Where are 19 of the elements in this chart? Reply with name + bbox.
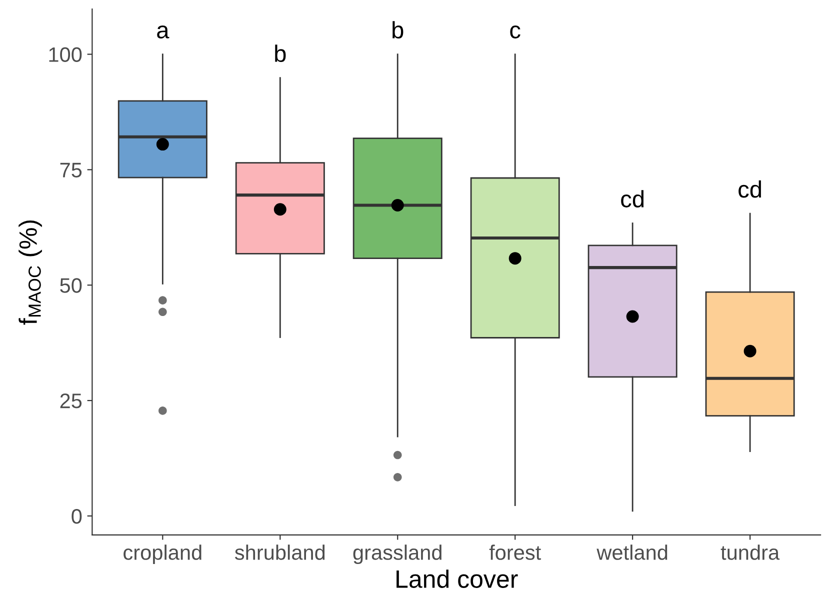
x-tick-label: cropland xyxy=(124,544,202,564)
x-tick-label: grassland xyxy=(353,544,442,564)
x-tick-label: shrubland xyxy=(234,544,325,560)
x-axis-title: Land cover xyxy=(396,570,518,588)
y-tick-label: 0 xyxy=(72,508,82,524)
y-tick-label: 25 xyxy=(60,394,82,408)
annotation: b xyxy=(275,44,286,62)
x-tick-label: forest xyxy=(489,544,541,560)
y-tick-label: 100 xyxy=(49,47,82,62)
annotation: b xyxy=(392,21,404,38)
x-tick-label: tundra xyxy=(720,544,780,560)
annotation: cd xyxy=(621,190,644,208)
y-tick-label: 75 xyxy=(60,162,82,178)
y-tick-label: 50 xyxy=(60,278,82,293)
y-axis-title: f$_{MAOC}$ (%) xyxy=(18,220,42,325)
annotation: c xyxy=(510,26,520,38)
x-tick-label: wetland xyxy=(596,544,668,560)
annotation: cd xyxy=(738,180,761,198)
annotation: a xyxy=(157,26,170,38)
